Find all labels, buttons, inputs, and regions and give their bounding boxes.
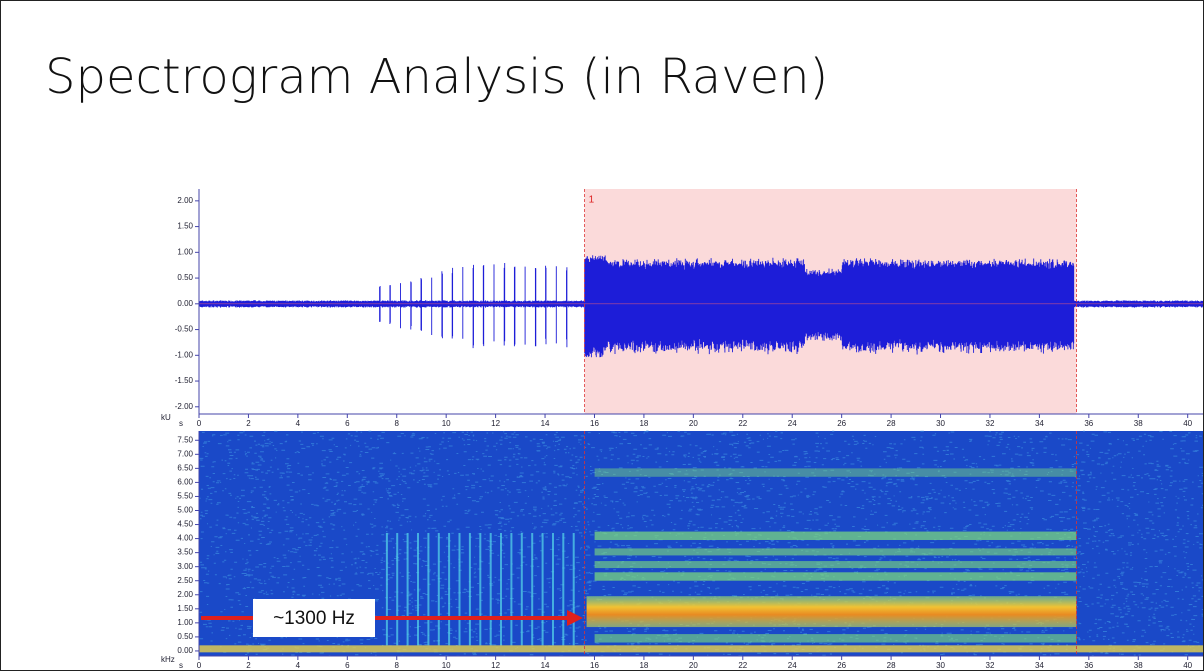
- y-tick-label: 0.50: [177, 632, 193, 641]
- y-tick-label: 1.50: [177, 604, 193, 613]
- harmonic-band: [594, 531, 1077, 540]
- arrow-head: [567, 610, 583, 626]
- slide-title: Spectrogram Analysis (in Raven): [45, 49, 829, 105]
- floor-band: [199, 645, 1203, 653]
- y-tick-label: 5.00: [177, 506, 193, 515]
- x-tick-label: 26: [837, 419, 846, 428]
- y-tick-label: -2.00: [175, 402, 194, 411]
- y-tick-label: 0.00: [177, 646, 193, 655]
- x-tick-label: 40: [1183, 661, 1192, 670]
- y-tick-label: 7.50: [177, 435, 193, 444]
- x-tick-label: 8: [395, 661, 400, 670]
- y-tick-label: 7.00: [177, 449, 193, 458]
- x-tick-label: 32: [986, 661, 995, 670]
- x-tick-label: 0: [197, 661, 202, 670]
- y-tick-label: 4.00: [177, 534, 193, 543]
- x-tick-label: 38: [1134, 661, 1143, 670]
- harmonic-band: [594, 561, 1077, 569]
- harmonic-band: [594, 548, 1077, 556]
- x-tick-label: 16: [590, 661, 599, 670]
- x-tick-label: 18: [639, 661, 648, 670]
- x-tick-label: 0: [197, 419, 202, 428]
- y-tick-label: 2.50: [177, 576, 193, 585]
- y-tick-label: 1.00: [177, 247, 193, 256]
- x-tick-label: 36: [1084, 419, 1093, 428]
- y-tick-label: 2.00: [177, 590, 193, 599]
- x-tick-label: 2: [246, 419, 251, 428]
- harmonic-band: [594, 572, 1077, 581]
- x-tick-label: 4: [296, 661, 301, 670]
- x-tick-label: 36: [1084, 661, 1093, 670]
- x-tick-label: 28: [887, 661, 896, 670]
- y-unit: kHz: [161, 655, 175, 664]
- y-tick-label: 6.50: [177, 463, 193, 472]
- y-tick-label: 0.00: [177, 299, 193, 308]
- y-unit: kU: [161, 413, 171, 422]
- x-unit: s: [179, 419, 183, 428]
- x-tick-label: 14: [541, 661, 550, 670]
- x-tick-label: 24: [788, 661, 797, 670]
- harmonic-band: [594, 634, 1077, 643]
- x-tick-label: 14: [541, 419, 550, 428]
- x-tick-label: 16: [590, 419, 599, 428]
- y-tick-label: 1.50: [177, 222, 193, 231]
- annotation-box: [253, 599, 375, 637]
- x-tick-label: 4: [296, 419, 301, 428]
- y-tick-label: 3.50: [177, 548, 193, 557]
- y-tick-label: 5.50: [177, 492, 193, 501]
- selection-label: 1: [589, 195, 595, 206]
- y-tick-label: -0.50: [175, 325, 194, 334]
- x-tick-label: 20: [689, 419, 698, 428]
- noise-speckle: [199, 430, 1203, 657]
- x-tick-label: 10: [442, 419, 451, 428]
- y-tick-label: 6.00: [177, 478, 193, 487]
- x-tick-label: 34: [1035, 419, 1044, 428]
- x-tick-label: 12: [491, 661, 500, 670]
- x-unit: s: [179, 661, 183, 670]
- x-tick-label: 40: [1183, 419, 1192, 428]
- x-tick-label: 26: [837, 661, 846, 670]
- x-tick-label: 18: [639, 419, 648, 428]
- y-tick-label: 1.00: [177, 618, 193, 627]
- x-tick-label: 8: [395, 419, 400, 428]
- x-tick-label: 32: [986, 419, 995, 428]
- x-tick-label: 6: [345, 419, 350, 428]
- x-tick-label: 12: [491, 419, 500, 428]
- x-tick-label: 2: [246, 661, 251, 670]
- x-tick-label: 6: [345, 661, 350, 670]
- y-tick-label: 0.50: [177, 273, 193, 282]
- x-tick-label: 22: [738, 419, 747, 428]
- x-tick-label: 38: [1134, 419, 1143, 428]
- y-tick-label: 3.00: [177, 562, 193, 571]
- x-tick-label: 34: [1035, 661, 1044, 670]
- x-tick-label: 22: [738, 661, 747, 670]
- x-tick-label: 28: [887, 419, 896, 428]
- y-tick-label: -1.00: [175, 350, 194, 359]
- x-tick-label: 30: [936, 419, 945, 428]
- x-tick-label: 20: [689, 661, 698, 670]
- y-tick-label: 4.50: [177, 520, 193, 529]
- y-tick-label: -1.50: [175, 376, 194, 385]
- pulse-stripes: [385, 532, 575, 646]
- harmonic-band: [594, 468, 1077, 477]
- x-tick-label: 24: [788, 419, 797, 428]
- y-tick-label: 2.00: [177, 196, 193, 205]
- x-tick-label: 30: [936, 661, 945, 670]
- annotation-text: ~1300 Hz: [273, 608, 355, 629]
- x-tick-label: 10: [442, 661, 451, 670]
- fundamental-band: [586, 596, 1077, 628]
